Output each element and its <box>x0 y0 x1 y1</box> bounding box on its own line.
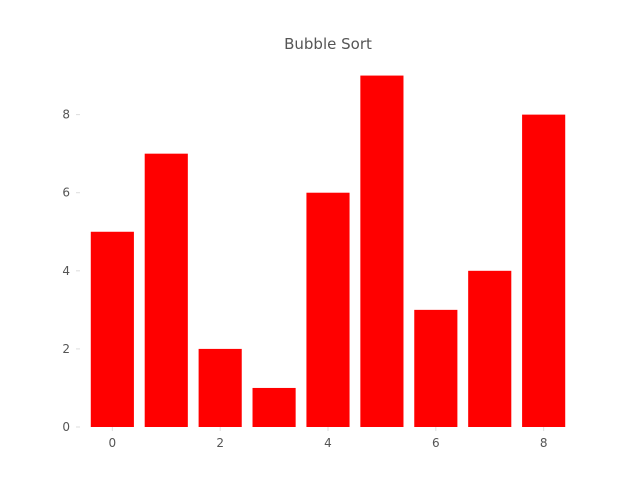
x-tick-label: 6 <box>432 436 440 450</box>
x-tick-label: 4 <box>324 436 332 450</box>
bar-7 <box>468 270 512 427</box>
x-tick-label: 8 <box>540 436 548 450</box>
bar-4 <box>306 192 350 427</box>
bar-3 <box>252 387 296 427</box>
bar-2 <box>198 348 242 427</box>
y-tick-label: 4 <box>62 264 70 278</box>
y-tick-label: 0 <box>62 420 70 434</box>
y-axis: 0 2 4 6 8 <box>62 108 80 434</box>
y-tick-label: 2 <box>62 342 70 356</box>
bars <box>90 75 566 428</box>
bar-8 <box>522 114 566 428</box>
x-tick-label: 0 <box>109 436 117 450</box>
bar-5 <box>360 75 404 427</box>
y-tick-label: 6 <box>62 186 70 200</box>
x-axis: 0 2 4 6 8 <box>109 427 548 450</box>
bar-1 <box>144 153 188 428</box>
bar-6 <box>414 309 458 427</box>
bar-0 <box>90 231 134 427</box>
y-tick-label: 8 <box>62 108 70 122</box>
chart-title: Bubble Sort <box>284 35 372 53</box>
x-tick-label: 2 <box>216 436 224 450</box>
